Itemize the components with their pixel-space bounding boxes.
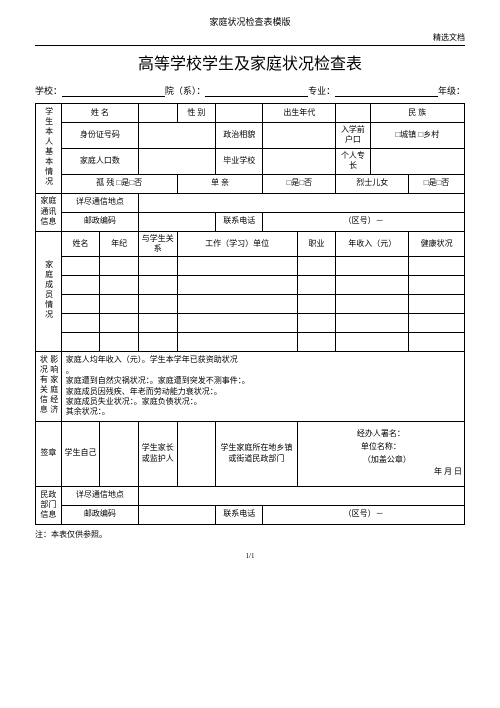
s2-zip-val	[138, 212, 215, 231]
s2-phone-label: 联系电话	[216, 212, 263, 231]
s5-c3: 学生家庭所在地乡镇或街道民政部门	[216, 421, 298, 486]
meta-school-blank	[62, 86, 165, 97]
s1-orphan: 孤 残 □是□否	[61, 174, 177, 193]
doc-title: 高等学校学生及家庭状况检查表	[35, 50, 465, 74]
s4-content: 家庭人均年收入（元）。学生本学年已获资助状况 。 家庭遭到自然灾祸状况：。家庭遭…	[61, 352, 464, 421]
table-row	[61, 276, 100, 295]
s3-h-rel: 与学生关系	[138, 231, 177, 257]
s1-political-val	[263, 123, 336, 149]
s3-h-health: 健康状况	[409, 231, 465, 257]
s2-phone-val: （区号）－	[263, 212, 465, 231]
s3-h-income: 年收入（元）	[336, 231, 409, 257]
s3-h-job: 职业	[297, 231, 336, 257]
s1-yesno2: □是□否	[409, 174, 465, 193]
s1-gradsch-val	[263, 148, 336, 174]
s2-zip-label: 邮政编码	[61, 212, 138, 231]
s1-city-checkbox: □城镇 □乡村	[370, 123, 464, 149]
meta-school-label: 学校：	[35, 84, 62, 97]
meta-major-label: 专业：	[308, 84, 335, 97]
s1-id-val	[138, 123, 215, 149]
s6-addr-val	[138, 486, 464, 505]
s2-addr-label: 详尽通信地点	[61, 193, 138, 212]
s1-pop-label: 家庭人口数	[61, 148, 138, 174]
s1-special-label: 个人专长	[336, 148, 370, 174]
s1-name-label: 姓 名	[61, 104, 138, 123]
s5-label: 签章	[36, 421, 62, 486]
table-row	[61, 333, 100, 352]
s2-label: 家庭通讯信息	[36, 193, 62, 231]
s1-label: 学生本人基本情况	[36, 104, 62, 194]
s1-ethnic-label: 民 族	[370, 104, 464, 123]
s5-c1: 学生自己	[61, 421, 100, 486]
s1-special-val	[370, 148, 464, 174]
s1-gradsch-label: 毕业学校	[216, 148, 263, 174]
s1-gender-label: 性 别	[177, 104, 216, 123]
meta-line: 学校： 院（系）： 专业： 年级：	[35, 84, 465, 97]
s1-martyr: 烈士儿女	[336, 174, 409, 193]
s6-addr-label: 详尽通信地点	[61, 486, 138, 505]
meta-grade-label: 年级：	[438, 84, 465, 97]
s6-phone-val: （区号）－	[263, 505, 465, 524]
s5-c1-val	[100, 421, 139, 486]
s3-label: 家庭成员情况	[36, 231, 62, 352]
s1-name-val	[138, 104, 177, 123]
s1-birth-label: 出生年代	[263, 104, 336, 123]
header-small: 家庭状况检查表模版	[35, 15, 465, 28]
table-row	[61, 257, 100, 276]
s5-c2: 学生家长或监护人	[138, 421, 177, 486]
s2-addr-val	[138, 193, 464, 212]
s1-before-label: 入学前户口	[336, 123, 370, 149]
s5-c4: 经办人署名： 单位名称： （加盖公章） 年 月 日	[297, 421, 464, 486]
header-rule	[35, 45, 465, 46]
table-row	[61, 295, 100, 314]
s1-pop-val	[138, 148, 215, 174]
s1-political-label: 政治相貌	[216, 123, 263, 149]
s3-h-name: 姓名	[61, 231, 100, 257]
main-table: 学生本人基本情况 姓 名 性 别 出生年代 民 族 身份证号码 政治相貌 入学前…	[35, 103, 465, 525]
s1-yesno1: □是□否	[263, 174, 336, 193]
meta-major-blank	[335, 86, 438, 97]
meta-dept-blank	[205, 86, 308, 97]
s6-label: 民政部门信息	[36, 486, 62, 524]
s1-birth-val	[336, 104, 370, 123]
s6-phone-label: 联系电话	[216, 505, 263, 524]
s3-h-unit: 工作（学习）单位	[177, 231, 297, 257]
tag-right: 精选文档	[35, 32, 465, 43]
s1-single: 单 亲	[177, 174, 263, 193]
meta-dept-label: 院（系）：	[165, 84, 206, 97]
table-row	[61, 314, 100, 333]
s3-h-age: 年纪	[100, 231, 139, 257]
footer-note: 注：本表仅供参照。	[35, 529, 465, 540]
page-number: 1/1	[35, 552, 465, 560]
s1-id-label: 身份证号码	[61, 123, 138, 149]
s4-label: 影响家庭经济状况有关信息	[36, 352, 62, 421]
s6-zip-label: 邮政编码	[61, 505, 138, 524]
s1-gender-val	[216, 104, 263, 123]
s5-c2-val	[177, 421, 216, 486]
s6-zip-val	[138, 505, 215, 524]
